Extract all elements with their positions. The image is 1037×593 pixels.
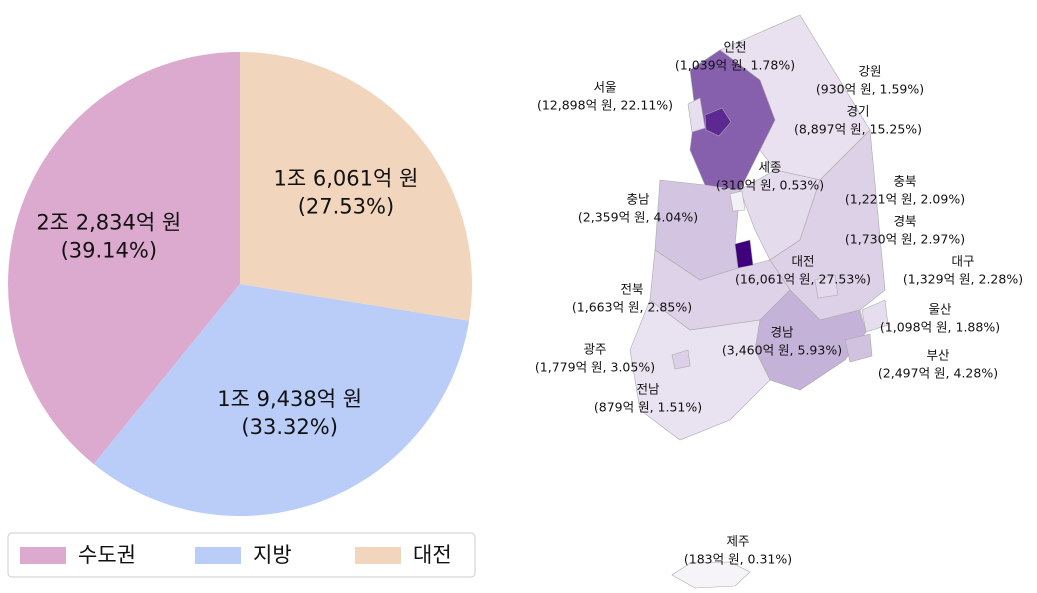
pie-slice: [93, 284, 470, 516]
region-name: 광주: [583, 342, 606, 357]
region-name: 전북: [620, 282, 643, 297]
region: [704, 107, 732, 137]
region-label: (8,897억 원, 15.25%): [794, 122, 922, 137]
region-name: 충남: [626, 192, 650, 207]
region: [734, 239, 754, 269]
region-label: (1,098억 원, 1.88%): [880, 320, 1000, 335]
region-name: 충북: [893, 174, 916, 189]
region-name: 서울: [593, 80, 616, 95]
region-label: (1,730억 원, 2.97%): [845, 232, 965, 247]
region-name: 강원: [858, 64, 881, 79]
legend-swatch: [195, 547, 241, 564]
slice-percent-label: (39.14%): [61, 238, 157, 262]
region-label: (183억 원, 0.31%): [684, 552, 792, 567]
region: [687, 97, 706, 133]
region-name: 인천: [723, 40, 746, 55]
region: [671, 561, 751, 589]
slice-value-label: 2조 2,834억 원: [36, 210, 181, 234]
region-label: (930억 원, 1.59%): [816, 82, 924, 97]
region-label: (879억 원, 1.51%): [594, 400, 702, 415]
region-label: (1,329억 원, 2.28%): [903, 272, 1023, 287]
region: [844, 333, 873, 363]
legend-swatch: [355, 547, 401, 564]
region: [814, 274, 839, 299]
region-label: (1,663억 원, 2.85%): [572, 300, 692, 315]
region-name: 전남: [636, 382, 660, 397]
region: [629, 299, 771, 441]
region-name: 경북: [893, 214, 916, 229]
region-name: 울산: [928, 302, 952, 317]
slice-value-label: 1조 9,438억 원: [217, 387, 362, 411]
slice-percent-label: (33.32%): [241, 415, 337, 439]
region-name: 부산: [926, 348, 950, 363]
region-name: 제주: [726, 534, 749, 549]
region-name: 경남: [770, 325, 794, 340]
region-label: (2,497억 원, 4.28%): [878, 366, 998, 381]
region-label: (1,221억 원, 2.09%): [845, 192, 965, 207]
slice-percent-label: (27.53%): [298, 195, 394, 219]
region: [861, 299, 889, 333]
legend-label: 지방: [253, 543, 292, 567]
region-label: (1,779억 원, 3.05%): [535, 360, 655, 375]
region-label: (2,359억 원, 4.04%): [578, 210, 698, 225]
pie-slice: [8, 52, 240, 465]
pie-slice: [240, 52, 472, 321]
slice-value-label: 1조 6,061억 원: [274, 167, 419, 191]
region-name: 경기: [846, 104, 869, 119]
legend-label: 대전: [413, 543, 452, 567]
region-label: (3,460억 원, 5.93%): [722, 343, 842, 358]
region-name: 대전: [791, 254, 814, 269]
region: [671, 349, 691, 370]
legend-label: 수도권: [78, 543, 136, 567]
region: [729, 190, 746, 212]
region-label: (1,039억 원, 1.78%): [675, 58, 795, 73]
region-label: (16,061억 원, 27.53%): [735, 272, 871, 287]
region-name: 대구: [951, 254, 974, 269]
legend-swatch: [20, 547, 66, 564]
region-name: 세종: [758, 160, 781, 175]
region-label: (12,898억 원, 22.11%): [537, 98, 673, 113]
region-label: (310억 원, 0.53%): [716, 178, 824, 193]
legend-box: [7, 532, 476, 578]
